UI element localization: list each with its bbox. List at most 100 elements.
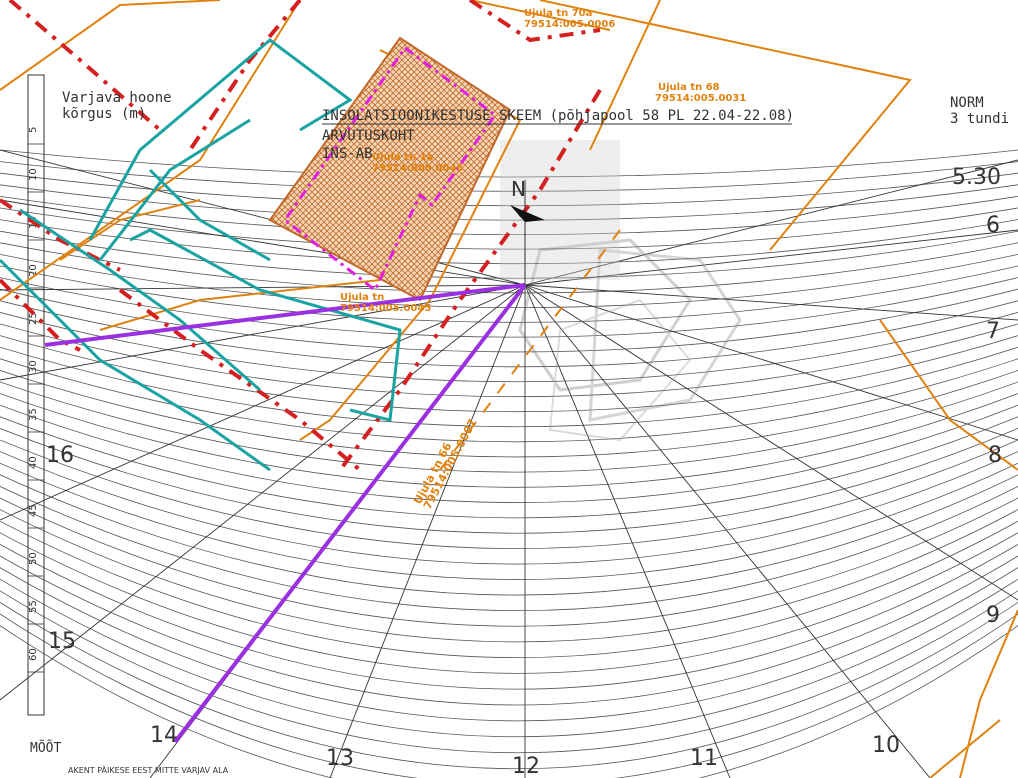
sun-path-arc xyxy=(0,416,1018,519)
sun-path-arc xyxy=(0,149,1018,178)
location-code: INS-AB xyxy=(322,146,373,162)
sun-path-arc xyxy=(0,265,1018,323)
sun-path-arcs xyxy=(0,149,1018,778)
parcel-labels: Ujula tn 70a 79514:005.0006 Ujula tn 68 … xyxy=(340,8,746,314)
hour-ray xyxy=(0,284,526,381)
sun-path-arc xyxy=(0,544,1018,690)
ruler-tick-label: 55 xyxy=(28,600,39,613)
hour-label-6: 6 xyxy=(986,213,1000,238)
sun-path-arc xyxy=(0,555,1018,706)
sun-path-arc xyxy=(0,207,1018,250)
sun-path-arc xyxy=(0,184,1018,221)
hour-ray xyxy=(0,284,526,521)
shading-building-label: Varjava hoone kõrgus (m) xyxy=(62,90,172,122)
sun-path-arc xyxy=(0,462,1018,580)
sun-path-arc xyxy=(0,532,1018,674)
ruler-tick-label: 35 xyxy=(28,408,39,421)
hour-ray xyxy=(524,284,931,778)
hour-ray xyxy=(524,229,1018,286)
parcel-3-label: Ujula tn 1a 79514:005.0046 xyxy=(372,152,463,174)
hour-ray xyxy=(0,199,526,286)
hour-ray xyxy=(524,284,731,778)
sun-path-arc xyxy=(0,358,1018,443)
ruler-tick-label: 25 xyxy=(28,312,39,325)
sun-path-arc xyxy=(0,196,1018,235)
sun-path-arc xyxy=(0,161,1018,192)
sun-path-arc xyxy=(0,578,1018,738)
ruler-tick-label: 50 xyxy=(28,552,39,565)
sun-path-arc xyxy=(0,439,1018,549)
sun-path-arc xyxy=(0,288,1018,353)
norm-block: NORM 3 tundi xyxy=(950,95,1009,127)
hour-labels: 5.30 6 7 8 9 10 11 12 13 14 15 16 xyxy=(46,165,1002,778)
sun-path-arc xyxy=(0,474,1018,596)
shadow-limit-lines xyxy=(44,283,527,744)
hour-label-7: 7 xyxy=(986,319,1000,344)
hour-label-13: 13 xyxy=(326,746,354,771)
hour-label-10: 10 xyxy=(872,733,900,758)
sun-path-arc xyxy=(0,451,1018,565)
hour-label-11: 11 xyxy=(690,746,718,771)
sun-path-arc xyxy=(0,497,1018,627)
sun-path-arc xyxy=(0,428,1018,534)
sun-path-arc xyxy=(0,404,1018,503)
drawing-title: INSOLATSIOONIKESTUSE SKEEM (põhjapool 58… xyxy=(322,108,794,124)
sun-path-arc xyxy=(0,520,1018,659)
bottom-labels: MÕÕT AKENT PÄIKESE EEST MITTE VARJAV ALA xyxy=(30,740,229,775)
sun-path-arc xyxy=(0,230,1018,279)
hour-label-12: 12 xyxy=(512,754,540,778)
sun-path-arc xyxy=(0,254,1018,308)
parcel-4-label: Ujula tn 79514:005.0045 xyxy=(340,292,431,314)
sun-path-arc xyxy=(0,567,1018,722)
sun-path-arc xyxy=(0,381,1018,473)
sun-path-arc xyxy=(0,370,1018,458)
hour-label-8: 8 xyxy=(988,443,1002,468)
ruler-tick-label: 20 xyxy=(28,264,39,277)
sun-path-arc xyxy=(0,625,1018,778)
shading-label-line-2: kõrgus (m) xyxy=(62,106,146,122)
location-label: ARVUTUSKOHT xyxy=(322,128,415,144)
sun-path-arc xyxy=(0,602,1018,770)
hour-label-530: 5.30 xyxy=(952,165,1001,190)
north-label: N xyxy=(511,177,526,201)
sun-path-arc xyxy=(0,219,1018,265)
hour-ray xyxy=(0,284,526,701)
road-outline xyxy=(0,0,602,472)
north-arrow: N xyxy=(510,177,545,285)
hour-ray xyxy=(524,159,1018,286)
sun-path-arc xyxy=(0,323,1018,398)
sun-path-arc xyxy=(0,335,1018,413)
sun-path-arc xyxy=(0,613,1018,778)
hour-label-15: 15 xyxy=(48,629,76,654)
ruler-tick-label: 60 xyxy=(28,648,39,661)
ruler-tick-label: 10 xyxy=(28,168,39,181)
ruler-tick-label: 40 xyxy=(28,456,39,469)
hour-label-16: 16 xyxy=(46,443,74,468)
hour-ray xyxy=(524,284,1018,601)
ruler-label: MÕÕT xyxy=(30,740,61,756)
ruler-tick-label: 30 xyxy=(28,360,39,373)
sun-path-arc xyxy=(0,277,1018,338)
sun-path-arc xyxy=(0,312,1018,383)
norm-value: 3 tundi xyxy=(950,111,1009,127)
ruler-tick-label: 45 xyxy=(28,504,39,517)
sun-path-arc xyxy=(0,346,1018,428)
ghost-building-sketch xyxy=(500,140,742,442)
parcel-2-label: Ujula tn 68 79514:005.0031 xyxy=(655,82,746,104)
hour-label-9: 9 xyxy=(986,603,1000,628)
hour-ray xyxy=(329,284,526,778)
hour-ray xyxy=(524,284,1018,441)
hour-label-14: 14 xyxy=(150,723,178,748)
legend-text: AKENT PÄIKESE EEST MITTE VARJAV ALA xyxy=(68,765,229,775)
norm-label: NORM xyxy=(950,95,984,111)
sun-path-arc xyxy=(0,486,1018,612)
sun-path-arc xyxy=(0,300,1018,368)
sun-path-arc xyxy=(0,393,1018,488)
sun-path-arc xyxy=(0,509,1018,643)
shading-label-line-1: Varjava hoone xyxy=(62,90,172,106)
sun-path-arc xyxy=(0,590,1018,754)
hour-ray xyxy=(524,284,1018,321)
